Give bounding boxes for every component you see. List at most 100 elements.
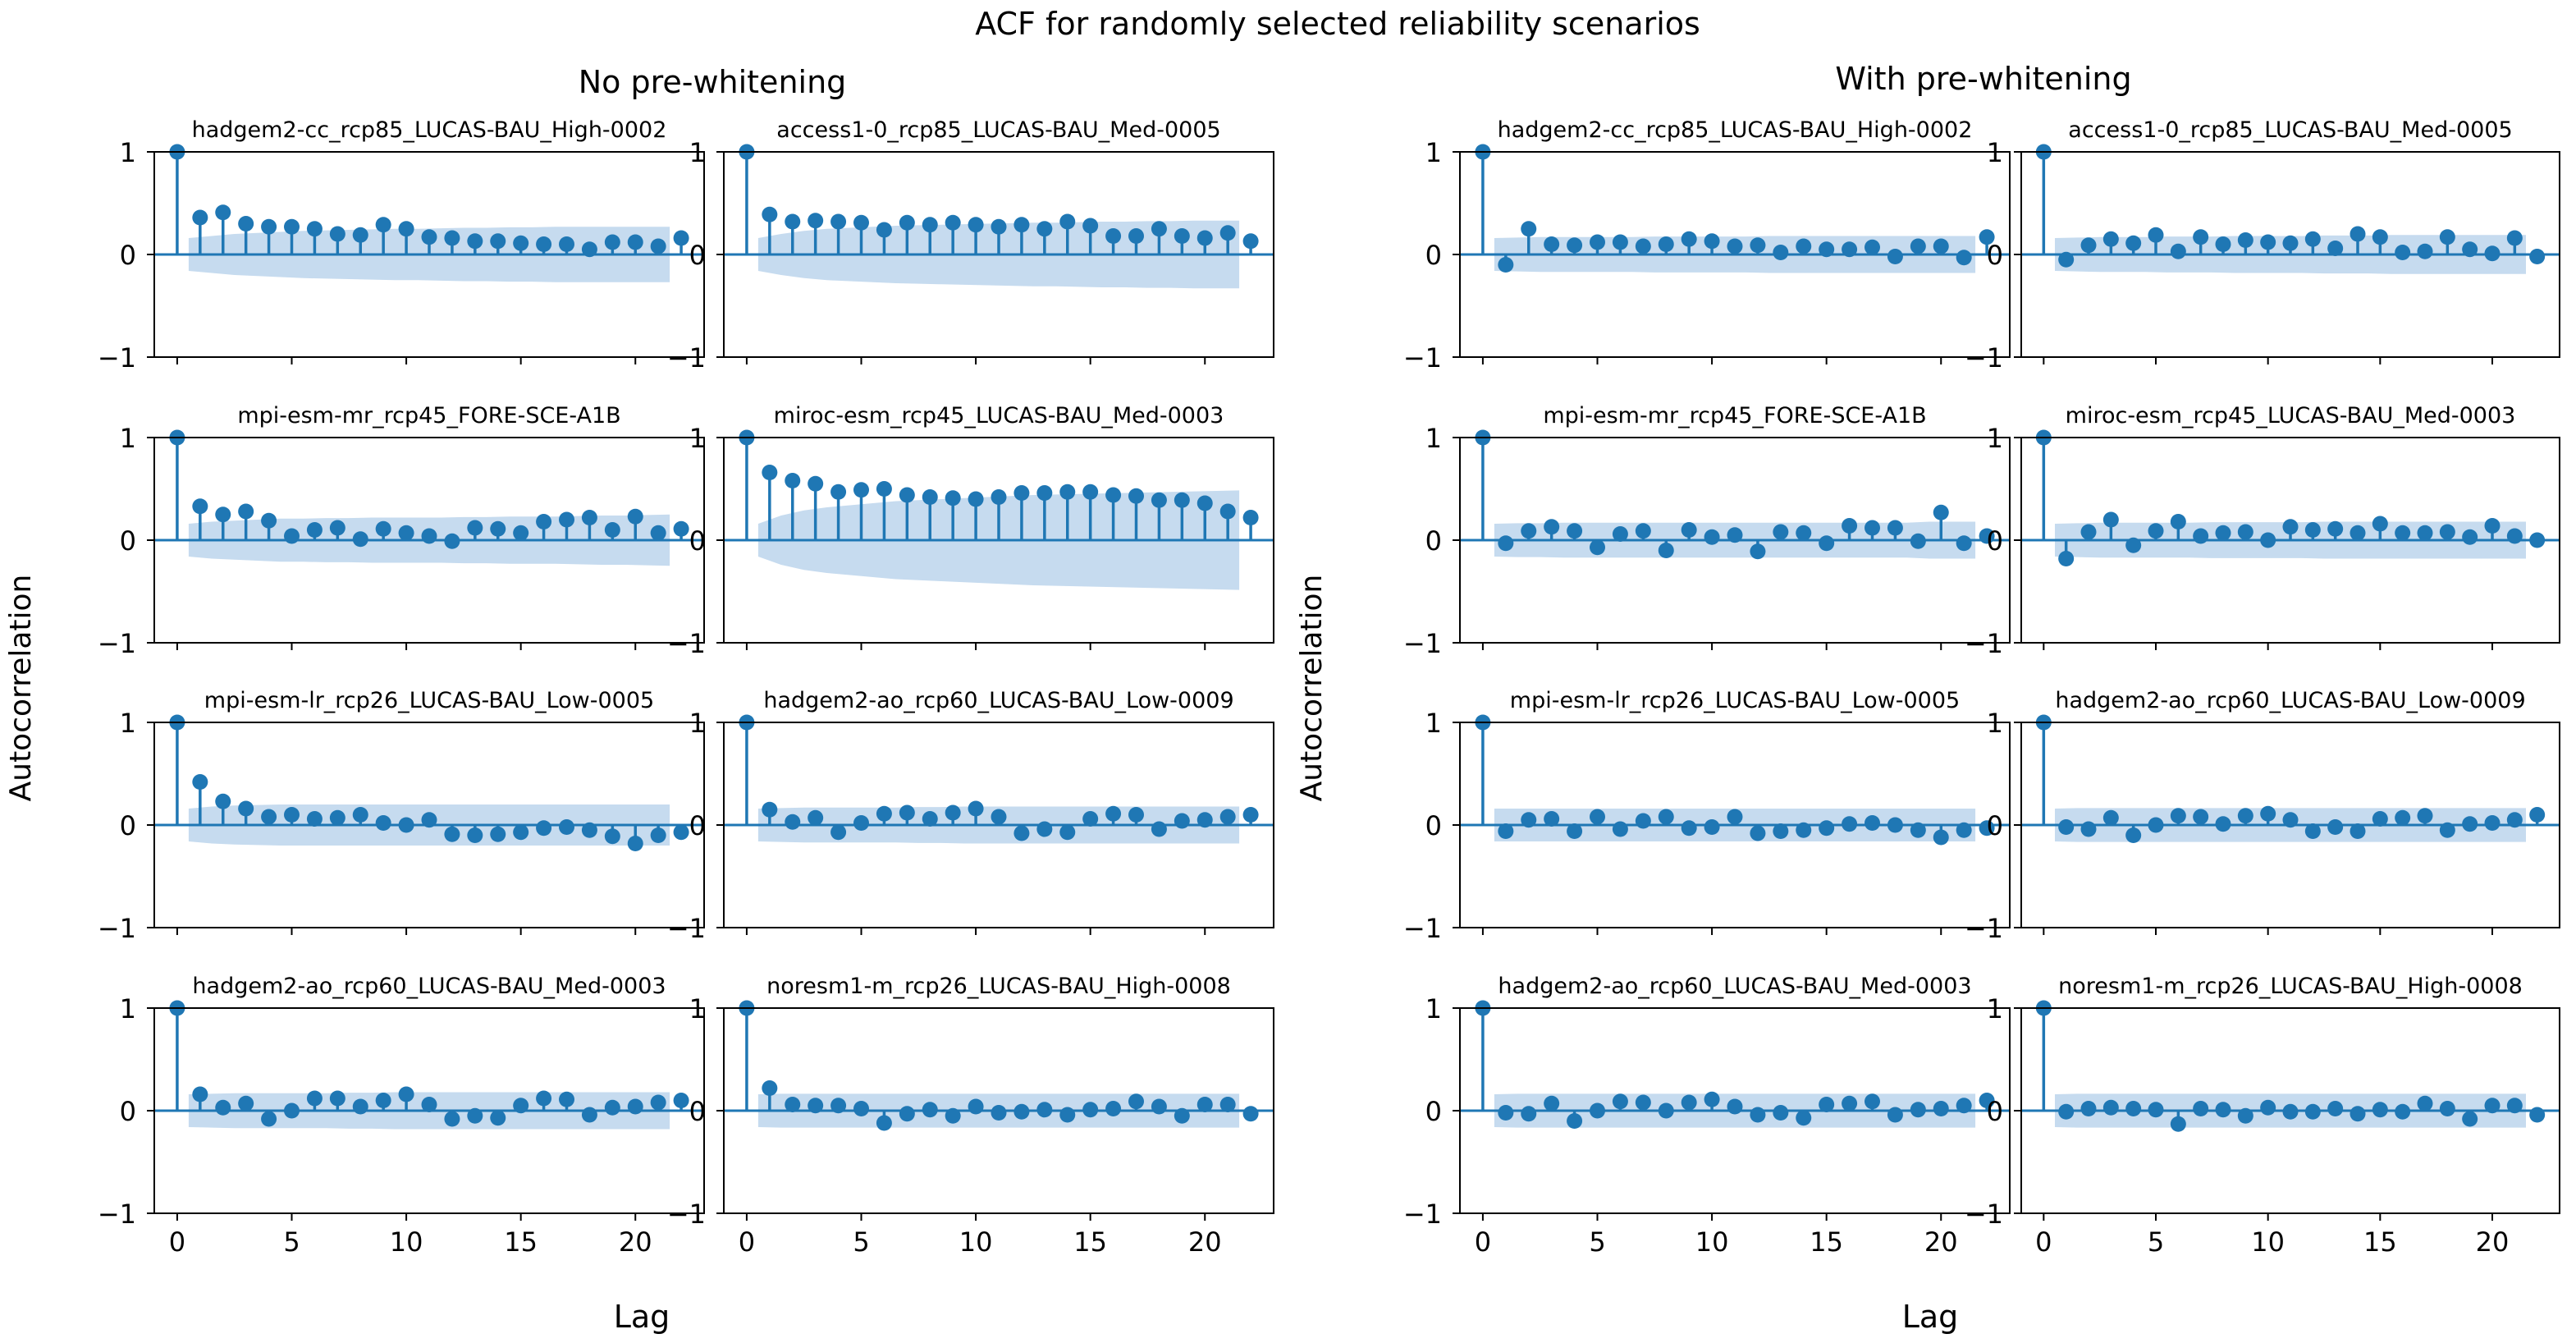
acf-point <box>2506 528 2523 544</box>
acf-point <box>1013 1103 1030 1120</box>
acf-point <box>1979 528 1995 544</box>
y-tick-label: 0 <box>1987 1096 2003 1127</box>
acf-point <box>2170 243 2186 259</box>
acf-point <box>1544 236 1560 252</box>
acf-subplots: −1 0 1 hadgem2-cc_rcp85_LUCAS-BAU_High-0002… <box>98 117 2560 1258</box>
y-tick-label: 1 <box>120 708 136 739</box>
acf-point <box>2125 1101 2142 1116</box>
acf-point <box>2102 511 2119 528</box>
acf-point <box>1219 503 1236 520</box>
acf-point <box>2417 1095 2433 1112</box>
acf-point <box>650 525 666 541</box>
y-tick-label: −1 <box>1403 1199 1442 1230</box>
acf-point <box>627 836 643 851</box>
acf-point <box>1544 519 1560 535</box>
acf-point <box>1036 485 1053 501</box>
x-tick-label: 10 <box>959 1226 993 1258</box>
acf-point <box>1612 234 1628 250</box>
acf-point <box>1933 504 1949 520</box>
acf-point <box>1796 1110 1812 1126</box>
x-tick-label: 20 <box>2476 1226 2510 1258</box>
acf-point <box>762 465 778 480</box>
acf-point <box>1059 824 1076 841</box>
acf-point <box>1612 1093 1628 1110</box>
acf-point <box>785 1097 801 1112</box>
acf-point <box>1521 523 1537 539</box>
acf-point <box>490 520 506 537</box>
subplot-title: mpi-esm-mr_rcp45_FORE-SCE-A1B <box>237 403 620 429</box>
acf-point <box>1887 1107 1903 1123</box>
acf-point <box>536 820 552 837</box>
acf-point <box>1590 1102 1605 1119</box>
acf-point <box>1635 523 1651 539</box>
acf-point <box>444 230 460 246</box>
x-tick-label: 15 <box>1073 1226 1107 1258</box>
acf-point <box>899 1106 915 1122</box>
acf-point <box>2148 523 2164 539</box>
acf-point <box>1219 809 1236 825</box>
acf-point <box>1174 228 1190 244</box>
y-tick-label: 1 <box>1987 423 2003 454</box>
acf-point <box>192 498 208 515</box>
acf-point <box>1819 1097 1835 1112</box>
acf-subplot: −1 0 1 access1-0_rcp85_LUCAS-BAU_Med-0005 <box>1965 117 2560 374</box>
y-tick-label: 1 <box>689 708 706 739</box>
acf-point <box>1128 1093 1144 1110</box>
acf-point <box>1151 1098 1167 1115</box>
acf-point <box>2484 815 2501 831</box>
acf-point <box>238 216 254 231</box>
acf-point <box>785 213 801 230</box>
acf-point <box>215 1099 231 1116</box>
subplot-title: noresm1-m_rcp26_LUCAS-BAU_High-0008 <box>2058 974 2523 999</box>
acf-point <box>2484 1098 2501 1114</box>
acf-point <box>1082 1102 1099 1118</box>
acf-point <box>2080 524 2097 540</box>
acf-point <box>627 1098 643 1115</box>
acf-point <box>238 1095 254 1112</box>
y-tick-label: 0 <box>120 1096 136 1127</box>
y-tick-label: −1 <box>1403 342 1442 374</box>
xlabel-right: Lag <box>1902 1299 1959 1335</box>
acf-point <box>352 227 368 243</box>
acf-point <box>1151 221 1167 237</box>
acf-point <box>398 1086 414 1102</box>
acf-point <box>421 1097 437 1112</box>
acf-point <box>991 218 1007 235</box>
acf-point <box>808 213 824 229</box>
subplot-title: hadgem2-cc_rcp85_LUCAS-BAU_High-0002 <box>1498 117 1973 143</box>
acf-point <box>2215 816 2231 832</box>
acf-point <box>536 1090 552 1107</box>
acf-point <box>375 217 391 233</box>
acf-point <box>991 1105 1007 1121</box>
acf-point <box>1082 484 1099 500</box>
acf-point <box>968 800 984 817</box>
acf-point <box>2215 1102 2231 1118</box>
acf-point <box>1174 1107 1190 1124</box>
acf-point <box>673 824 689 841</box>
y-tick-label: −1 <box>98 342 136 374</box>
acf-point <box>876 481 892 497</box>
acf-point <box>1681 231 1697 247</box>
acf-point <box>2237 808 2253 824</box>
y-tick-label: 0 <box>1425 525 1442 557</box>
acf-point <box>215 506 231 523</box>
x-tick-label: 5 <box>853 1226 869 1258</box>
acf-point <box>375 815 391 831</box>
acf-point <box>650 238 666 254</box>
acf-point <box>2529 249 2546 264</box>
acf-point <box>922 811 938 827</box>
acf-point <box>1590 234 1605 250</box>
acf-point <box>2350 525 2366 541</box>
acf-point <box>192 1086 208 1102</box>
acf-point <box>2125 537 2142 553</box>
x-tick-label: 15 <box>2363 1226 2397 1258</box>
acf-point <box>1727 809 1743 825</box>
acf-point <box>2058 819 2075 835</box>
acf-point <box>2125 827 2142 843</box>
acf-point <box>945 214 961 231</box>
acf-point <box>1956 535 1972 552</box>
acf-point <box>1773 823 1789 839</box>
acf-point <box>2215 236 2231 252</box>
acf-point <box>284 218 300 235</box>
